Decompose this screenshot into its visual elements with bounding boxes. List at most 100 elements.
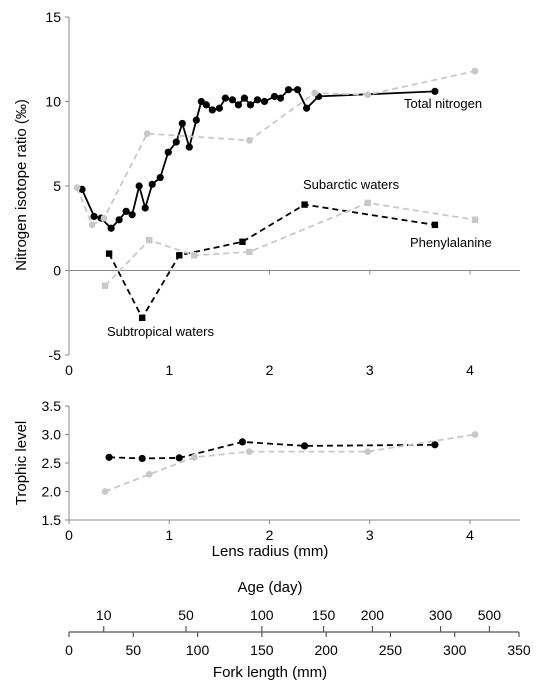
fork-length-tick-label: 150: [250, 642, 274, 658]
trophic-series-0-point: [138, 454, 146, 463]
annotation-phenylalanine: Phenylalanine: [410, 235, 492, 250]
trophic-x-tick-label: 3: [366, 527, 374, 543]
annotation-total-nitrogen: Total nitrogen: [404, 96, 482, 111]
age-tick-label: 100: [250, 607, 274, 623]
isotope-series-3-point: [364, 199, 371, 207]
isotope-series-0-point: [276, 94, 285, 102]
isotope-series-1-point: [143, 130, 151, 138]
isotope-series-0-point: [215, 104, 223, 112]
isotope-series-0-point: [270, 92, 279, 101]
isotope-series-0-point: [431, 87, 439, 95]
age-tick-label: 200: [361, 607, 385, 623]
isotope-series-3-point: [146, 236, 153, 244]
isotope-series-0-point: [115, 216, 123, 224]
trophic-y-tick-label: 3.0: [42, 427, 62, 443]
age-axis-title: Age (day): [237, 579, 302, 596]
isotope-series-3-point: [471, 216, 479, 223]
isotope-x-tick-label: 4: [466, 362, 474, 378]
trophic-series-0-line: [109, 440, 435, 460]
isotope-x-tick-label: 1: [165, 362, 173, 378]
isotope-series-2-line: [108, 203, 436, 320]
isotope-series-0-point: [284, 86, 293, 94]
isotope-series-1-point: [73, 184, 81, 192]
isotope-series-0-point: [178, 119, 186, 128]
trophic-series-0-point: [105, 453, 113, 461]
fork-length-tick-label: 250: [379, 642, 403, 658]
isotope-series-1-point: [88, 221, 96, 229]
isotope-series-0-point: [90, 212, 98, 221]
trophic-x-tick-label: 1: [165, 527, 173, 543]
lens-radius-axis-title: Lens radius (mm): [212, 543, 329, 560]
fork-length-tick-label: 200: [314, 642, 338, 658]
trophic-x-tick-label: 0: [65, 527, 73, 543]
isotope-y-tick-label: 5: [53, 178, 61, 194]
isotope-series-0-point: [164, 148, 172, 156]
fork-length-tick-label: 100: [186, 642, 210, 658]
trophic-axes: 1.5 2.0 2.5 3.0 3.5 0 1 2 3 4: [42, 398, 520, 543]
trophic-series-0-point: [175, 454, 183, 462]
trophic-series-1-point: [145, 471, 153, 478]
trophic-x-tick-label: 4: [466, 527, 474, 543]
fork-length-tick-label: 0: [65, 642, 73, 658]
fork-length-axis-panel: Age (day) 0 50 100 150 200 250 300 350 10 50 100 15…: [65, 579, 531, 681]
trophic-x-tick-label: 2: [266, 527, 274, 543]
isotope-series-0-point: [122, 207, 130, 215]
age-tick-label: 50: [178, 607, 194, 623]
isotope-series-0-point: [156, 173, 164, 182]
annotation-subarctic-waters: Subarctic waters: [303, 177, 400, 192]
isotope-series-3-point: [191, 252, 198, 259]
isotope-series-0-point: [128, 211, 136, 219]
isotope-x-tick-label: 0: [65, 362, 73, 378]
isotope-series-1-point: [246, 136, 253, 144]
isotope-series-0-point: [192, 116, 200, 124]
isotope-series-0-point: [185, 143, 193, 151]
isotope-series-0-point: [135, 182, 143, 190]
isotope-x-tick-label: 2: [266, 362, 274, 378]
fork-length-tick-label: 300: [443, 642, 467, 658]
isotope-series-2-point: [138, 314, 146, 322]
trophic-series: [101, 431, 479, 495]
isotope-series-2-point: [431, 221, 439, 229]
isotope-series-3-point: [246, 248, 253, 256]
isotope-series-2-point: [239, 238, 246, 245]
trophic-series-1-point: [246, 448, 253, 455]
isotope-series-0-point: [141, 204, 149, 212]
isotope-series-0-point: [293, 86, 302, 94]
isotope-y-tick-label: -5: [49, 347, 62, 363]
isotope-series-0-point: [107, 224, 115, 232]
age-tick-label: 150: [312, 607, 336, 623]
age-tick-label: 300: [429, 607, 453, 623]
trophic-y-axis-title: Trophic level: [13, 421, 30, 505]
trophic-series-1-line: [104, 433, 476, 493]
isotope-series-0-point: [234, 101, 243, 109]
isotope-series-1-point: [311, 89, 319, 97]
isotope-y-tick-label: 15: [45, 9, 61, 25]
trophic-series-1-point: [364, 448, 372, 455]
isotope-series-3-line: [104, 201, 476, 287]
trophic-y-tick-label: 2.5: [42, 455, 62, 471]
trophic-panel: 1.5 2.0 2.5 3.0 3.5 0 1 2 3 4 Trophic level Lens …: [13, 398, 520, 560]
isotope-series: [73, 67, 479, 322]
isotope-y-tick-label: 10: [45, 94, 61, 110]
isotope-series-0-point: [302, 104, 311, 112]
trophic-series-0-point: [238, 438, 247, 446]
isotope-y-tick-label: 0: [53, 263, 61, 279]
isotope-series-1-point: [364, 91, 372, 99]
isotope-y-axis-title: Nitrogen isotope ratio (‰): [13, 99, 30, 271]
trophic-series-1-point: [471, 431, 479, 438]
isotope-series-0-point: [208, 106, 216, 114]
isotope-series-1-point: [100, 214, 108, 222]
isotope-series-0-point: [260, 97, 269, 106]
isotope-x-tick-label: 3: [366, 362, 374, 378]
trophic-y-tick-label: 2.0: [42, 484, 62, 500]
isotope-series-0-point: [228, 96, 237, 104]
trophic-y-tick-label: 3.5: [42, 398, 62, 414]
age-tick-label: 500: [478, 607, 502, 623]
fork-length-tick-label: 50: [125, 642, 141, 658]
trophic-series-1-point: [190, 453, 198, 461]
age-tick-label: 10: [96, 607, 112, 623]
isotope-series-2-point: [176, 252, 183, 259]
isotope-series-0-point: [240, 94, 249, 102]
